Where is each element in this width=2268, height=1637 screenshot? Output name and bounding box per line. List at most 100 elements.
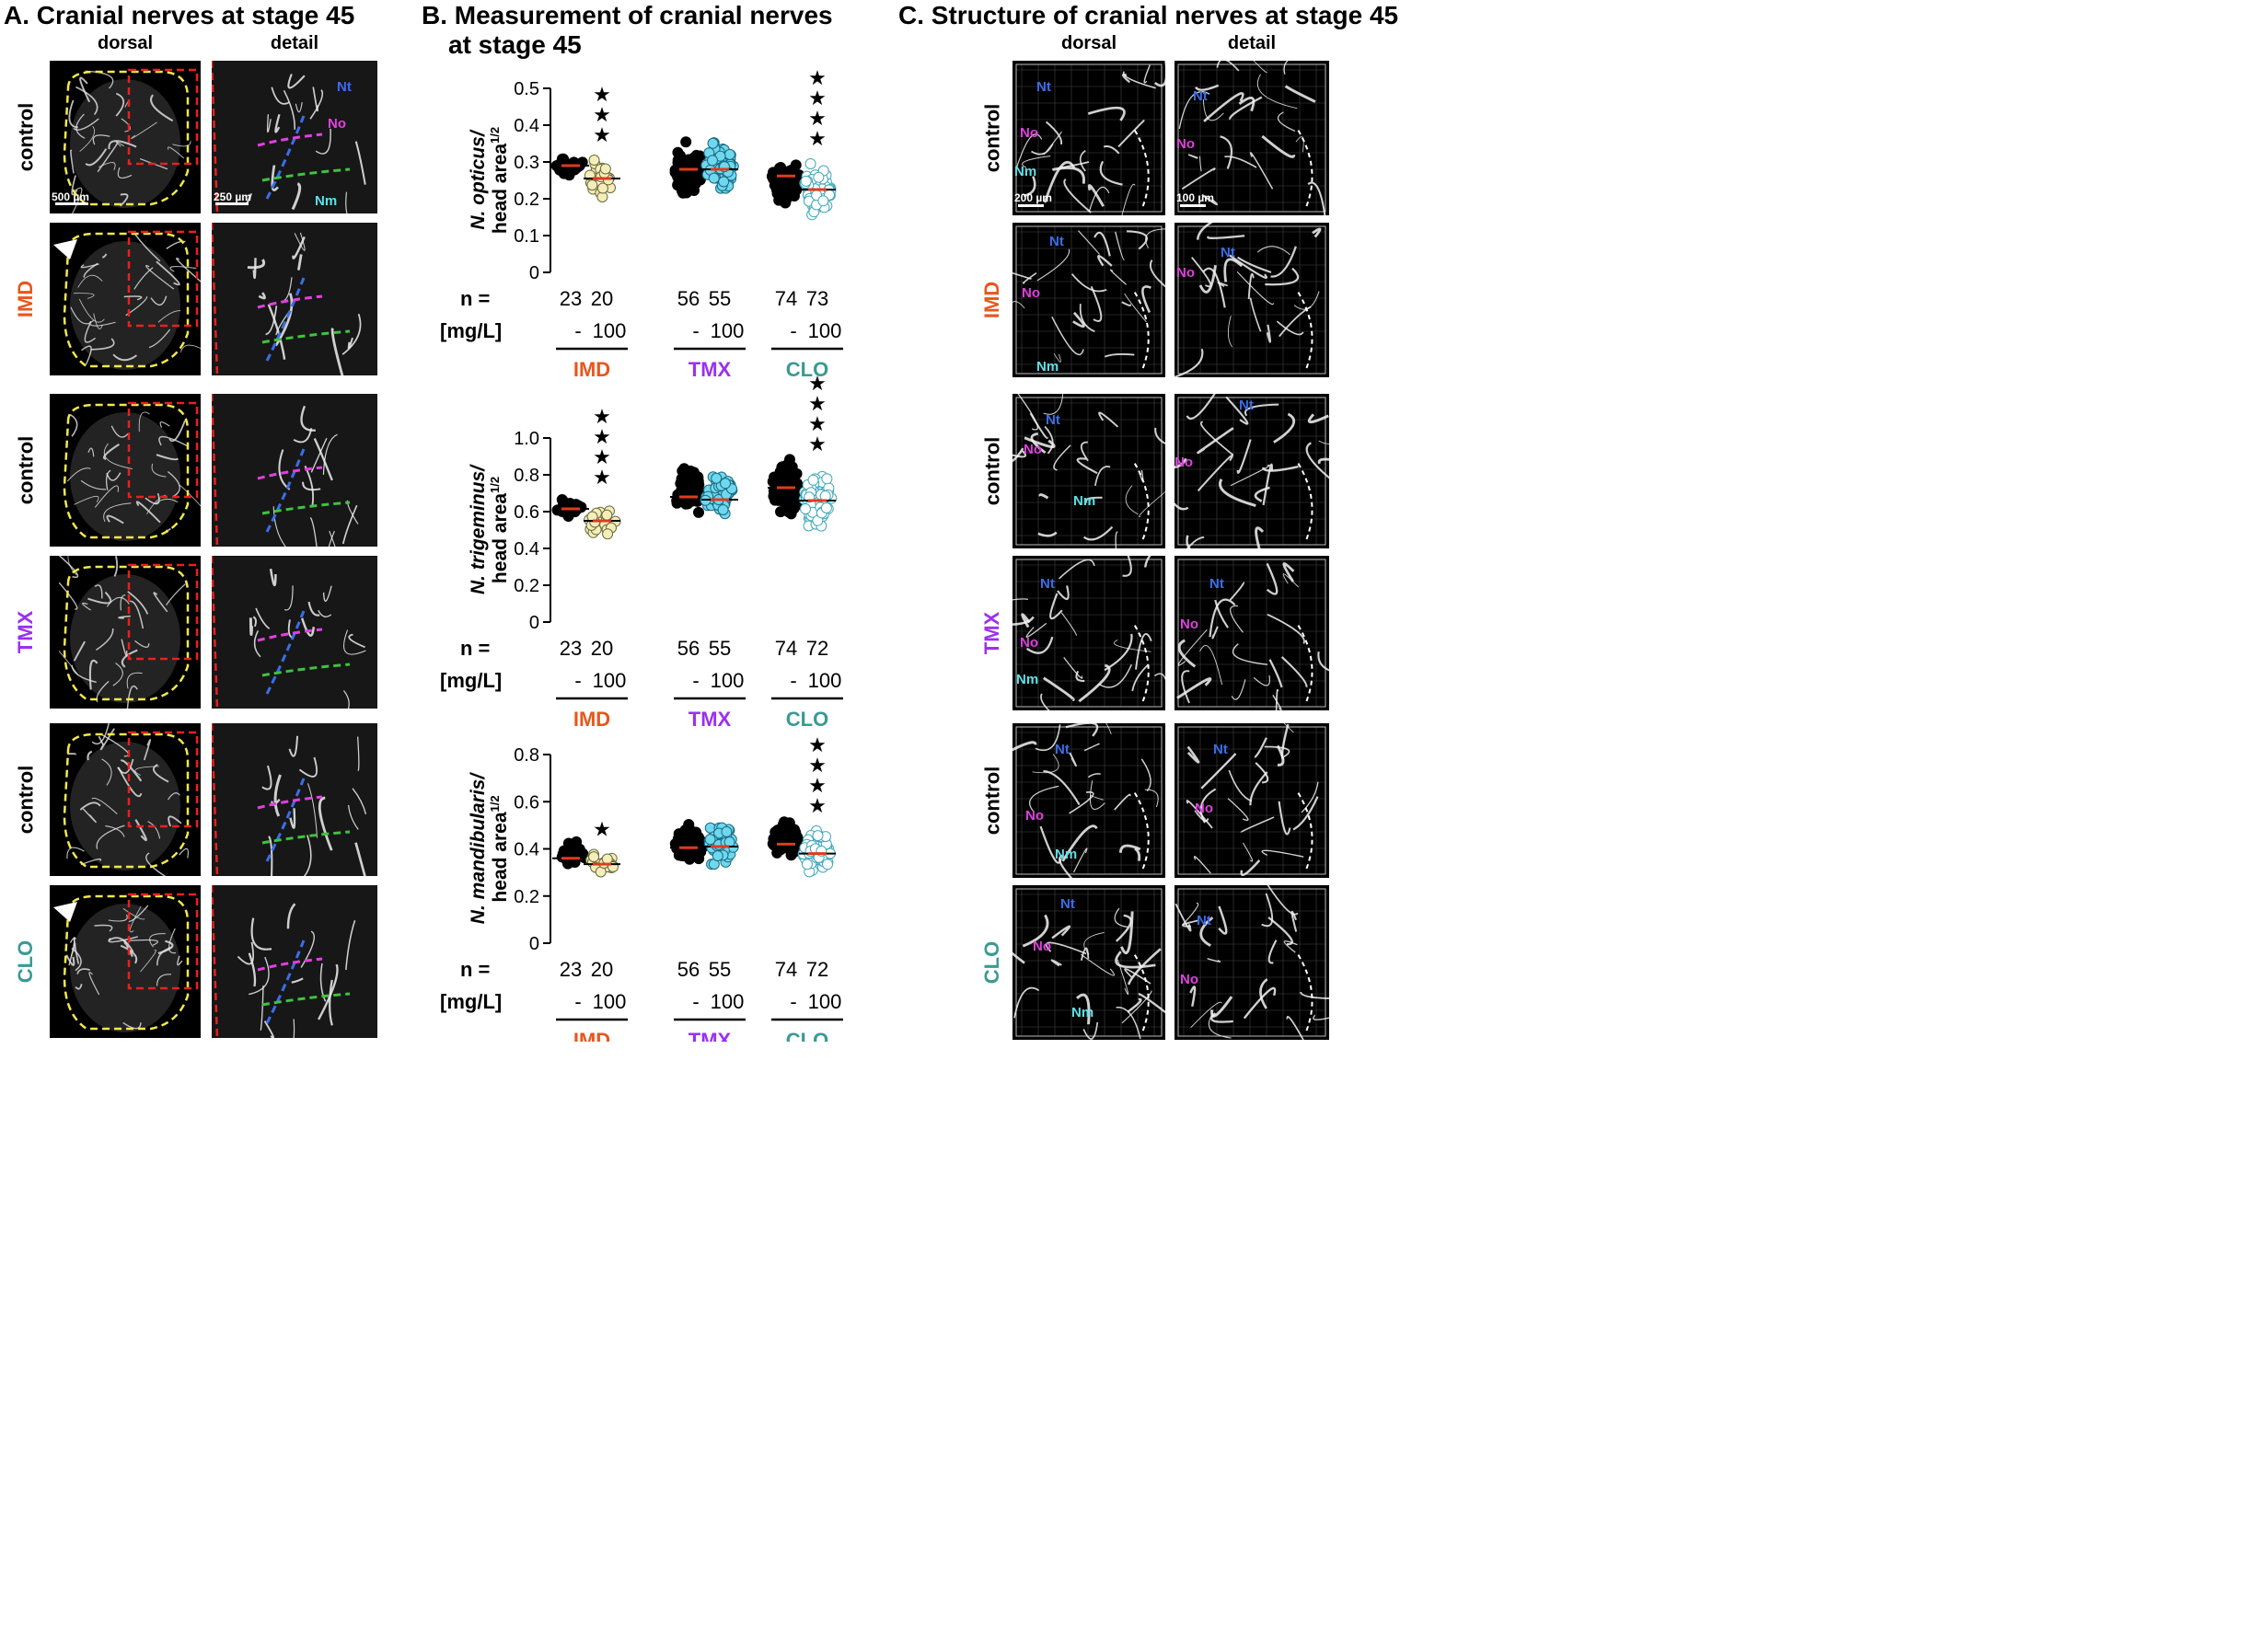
nerve-nt-label: Nt (1036, 79, 1051, 95)
data-point (807, 474, 819, 486)
significance-star: ★ (808, 373, 827, 396)
significance-star: ★ (808, 87, 827, 110)
data-point (554, 158, 566, 170)
dose-control: - (574, 990, 581, 1013)
nerve-no-label: No (1176, 265, 1195, 281)
row-label-text: control (14, 765, 37, 835)
n-value: 56 (677, 958, 700, 981)
nerve-nt-label: Nt (1046, 412, 1060, 428)
nerve-nm-label: Nm (1055, 847, 1078, 862)
nerve-nt-label: Nt (337, 79, 352, 95)
data-point (779, 489, 791, 501)
y-tick-label: 0.4 (514, 840, 539, 860)
row-label-text: control (14, 435, 37, 505)
group-label: TMX (688, 358, 732, 381)
data-point (677, 480, 689, 492)
control-dots (767, 816, 806, 861)
data-point (717, 504, 729, 516)
n-value: 72 (806, 637, 828, 660)
data-point (586, 511, 598, 523)
data-point (588, 155, 600, 167)
nerve-no-label: No (1176, 136, 1195, 152)
data-point (562, 510, 574, 522)
data-point (767, 476, 779, 488)
nerve-no-label: No (1022, 285, 1040, 301)
scale-bar-label: 200 µm (1014, 191, 1052, 204)
data-point (671, 497, 683, 509)
row-label-text: control (980, 766, 1003, 836)
nerve-nm-label: Nm (315, 193, 338, 209)
y-tick-label: 0.1 (514, 226, 539, 247)
n-value: 74 (775, 958, 797, 981)
data-point (721, 825, 733, 837)
significance-star: ★ (593, 84, 611, 107)
dose-treated: 100 (808, 319, 842, 342)
y-axis-label: N. mandibularis/ (468, 772, 489, 925)
panel-c-col-detail: detail (1227, 33, 1277, 53)
nerve-nm-label: Nm (1014, 164, 1037, 179)
y-tick-label: 0 (529, 934, 539, 954)
nerve-nt-label: Nt (1055, 742, 1070, 757)
n-label: n = (460, 287, 490, 310)
control-dots (670, 463, 707, 518)
data-point (708, 172, 720, 184)
chart-1: 0 0.2 0.4 0.6 0.8 1.0 N. trigeminus/head area1… (440, 373, 843, 731)
group-label: CLO (786, 358, 828, 381)
nerve-nt-label: Nt (1239, 398, 1254, 413)
panel-b-charts: 0 0.1 0.2 0.3 0.4 0.5 N. opticus/head area1/2 ★… (440, 67, 843, 1042)
data-point (720, 478, 732, 490)
scale-bar-label: 500 µm (52, 190, 89, 203)
nerve-nm-label: Nm (1071, 1005, 1094, 1020)
group-label: CLO (786, 708, 828, 731)
data-point (820, 501, 832, 513)
n-value: 56 (677, 287, 700, 310)
n-value: 23 (560, 958, 582, 981)
detail-3d-image (1174, 223, 1329, 377)
y-axis-label: N. opticus/ (468, 129, 489, 230)
data-point (783, 454, 795, 466)
y-tick-label: 0.5 (514, 79, 539, 99)
nerve-nt-label: Nt (1040, 576, 1055, 592)
row-label-text: control (14, 102, 37, 172)
detail-image (212, 223, 377, 375)
n-value: 74 (775, 637, 797, 660)
data-point (672, 146, 684, 158)
y-tick-label: 0.4 (514, 539, 539, 559)
row-label-text: control (980, 103, 1003, 173)
dose-treated: 100 (593, 990, 627, 1013)
y-tick-label: 1.0 (514, 429, 539, 449)
nerve-no-label: No (1174, 455, 1193, 470)
significance-star: ★ (808, 393, 827, 416)
data-point (680, 466, 692, 478)
significance-star: ★ (593, 104, 611, 127)
n-label: n = (460, 637, 490, 660)
row-label-text: TMX (980, 611, 1004, 655)
row-label: control (7, 61, 44, 213)
dorsal-image: 500 µm (50, 61, 201, 213)
significance-star: ★ (808, 775, 827, 798)
nerve-no-label: No (1020, 125, 1038, 141)
data-point (596, 182, 608, 194)
data-point (770, 175, 782, 187)
n-value: 20 (591, 287, 613, 310)
data-point (601, 853, 613, 865)
panel-b-title-line2: at stage 45 (448, 30, 582, 59)
significance-star: ★ (808, 128, 827, 151)
n-value: 20 (591, 958, 613, 981)
y-tick-label: 0.2 (514, 887, 539, 907)
y-axis-label-line2: head area1/2 (488, 795, 511, 902)
panel-a-col-dorsal: dorsal (97, 33, 154, 53)
dose-treated: 100 (593, 319, 627, 342)
n-value: 55 (709, 637, 731, 660)
panel-b-title-line1: B. Measurement of cranial nerves (422, 1, 833, 29)
significance-star: ★ (808, 755, 827, 778)
row-label: control (7, 394, 44, 547)
control-dots (669, 136, 709, 199)
row-label: IMD (7, 223, 44, 375)
panel-c-title: C. Structure of cranial nerves at stage … (898, 1, 1399, 29)
dorsal-3d-image (1012, 223, 1165, 377)
data-point (800, 175, 812, 187)
row-label: TMX (974, 556, 1011, 710)
significance-star: ★ (808, 67, 827, 90)
chart-0: 0 0.1 0.2 0.3 0.4 0.5 N. opticus/head area1/2 ★… (440, 67, 843, 381)
